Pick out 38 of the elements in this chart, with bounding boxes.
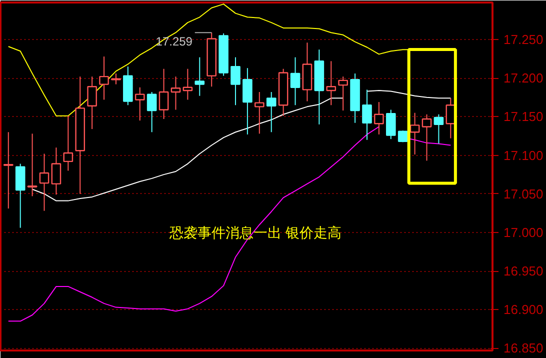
candlestick — [158, 68, 169, 120]
candlestick — [111, 72, 121, 85]
y-tick-label: 17.250 — [504, 32, 544, 48]
candlestick — [254, 92, 264, 134]
y-tick-label: 17.050 — [504, 186, 544, 202]
candlestick — [170, 76, 181, 110]
candlestick — [146, 92, 157, 133]
candlestick — [3, 132, 14, 210]
candlestick — [362, 89, 372, 140]
candlestick — [194, 56, 205, 96]
candlestick — [266, 92, 276, 133]
y-tick-label: 17.000 — [504, 224, 544, 240]
y-tick-label: 16.950 — [504, 264, 544, 279]
candlestick — [87, 76, 97, 130]
candlestick — [63, 115, 74, 172]
candlestick — [386, 109, 396, 140]
y-tick-label: 17.150 — [504, 109, 544, 124]
candlestick — [242, 68, 252, 135]
candlestick — [422, 114, 432, 162]
candlestick — [182, 68, 193, 100]
candlestick — [51, 147, 62, 196]
candlestick — [39, 153, 50, 212]
candlestick — [134, 86, 145, 122]
candlestick — [15, 163, 26, 228]
candlestick — [410, 112, 420, 156]
candlestick — [99, 56, 109, 100]
y-tick-label: 16.850 — [504, 340, 544, 356]
candlestick — [230, 56, 240, 106]
candlestick — [290, 56, 300, 106]
candlestick — [27, 133, 38, 197]
y-tick-label: 17.100 — [504, 148, 544, 163]
candlestick — [338, 76, 348, 112]
candlestick — [326, 60, 336, 106]
y-tick-label: 16.900 — [504, 302, 544, 318]
y-tick-label: 17.200 — [504, 70, 544, 86]
annotation: 恐袭事件消息一出 银价走高 — [168, 224, 342, 240]
candlestick — [434, 114, 444, 144]
candlestick — [374, 102, 384, 135]
